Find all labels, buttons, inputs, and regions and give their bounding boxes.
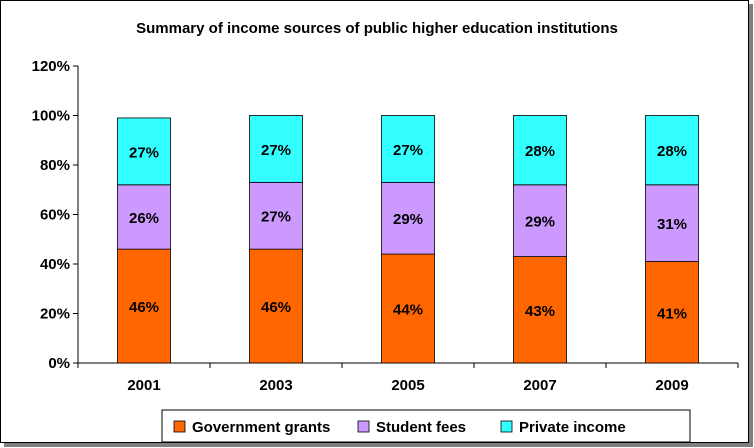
bar-segment-student-fees-2007	[513, 184, 567, 257]
legend: Government grants Student fees Private inc…	[161, 409, 691, 443]
x-tick-label: 2007	[523, 377, 556, 394]
legend-swatch-private-income	[500, 420, 513, 433]
y-tick-label: 20%	[40, 306, 70, 323]
bar-segment-student-fees-2009	[645, 184, 699, 262]
plot-area: 0% 20% 40% 60% 80% 100% 120% 46% 26% 27% 2001 46% 27…	[32, 58, 739, 394]
bar-segment-private-income-2009	[645, 115, 699, 186]
y-tick-label: 80%	[40, 157, 70, 174]
bar-segment-student-fees-2005	[381, 181, 435, 255]
data-label: 46%	[129, 299, 159, 316]
data-label: 43%	[525, 303, 555, 320]
x-tick-label: 2001	[127, 377, 160, 394]
bar-segment-student-fees-2001	[117, 184, 171, 250]
data-label: 28%	[657, 143, 687, 160]
bar-segment-government-grants-2001	[117, 248, 171, 364]
bar-segment-private-income-2001	[117, 117, 171, 186]
data-label: 31%	[657, 216, 687, 233]
bar-segment-private-income-2007	[513, 115, 567, 186]
y-tick-label: 0%	[48, 355, 70, 372]
bar-segment-government-grants-2003	[249, 248, 303, 364]
data-label: 29%	[393, 211, 423, 228]
legend-label-government-grants: Government grants	[192, 419, 330, 436]
y-tick-label: 60%	[40, 207, 70, 224]
data-label: 44%	[393, 302, 423, 319]
bar-segment-private-income-2005	[381, 115, 435, 183]
legend-swatch-student-fees	[357, 420, 370, 433]
data-label: 26%	[129, 210, 159, 227]
bar-segment-government-grants-2007	[513, 256, 567, 364]
x-tick-label: 2009	[655, 377, 688, 394]
legend-box	[161, 409, 691, 443]
legend-swatch-government-grants	[173, 420, 186, 433]
data-label: 29%	[525, 214, 555, 231]
data-label: 27%	[129, 144, 159, 161]
x-tick-label: 2003	[259, 377, 292, 394]
data-label: 46%	[261, 299, 291, 316]
y-tick-label: 120%	[32, 58, 70, 75]
bar-segment-government-grants-2005	[381, 253, 435, 364]
data-label: 41%	[657, 305, 687, 322]
y-tick-label: 100%	[32, 108, 70, 125]
legend-label-private-income: Private income	[519, 419, 626, 436]
legend-label-student-fees: Student fees	[376, 419, 466, 436]
bar-segment-student-fees-2003	[249, 181, 303, 250]
y-tick-label: 40%	[40, 256, 70, 273]
data-label: 28%	[525, 143, 555, 160]
x-tick-label: 2005	[391, 377, 424, 394]
data-label: 27%	[261, 142, 291, 159]
bar-segment-government-grants-2009	[645, 261, 699, 364]
data-label: 27%	[261, 209, 291, 226]
data-label: 27%	[393, 142, 423, 159]
chart-title: Summary of income sources of public high…	[136, 20, 618, 37]
bar-segment-private-income-2003	[249, 115, 303, 183]
